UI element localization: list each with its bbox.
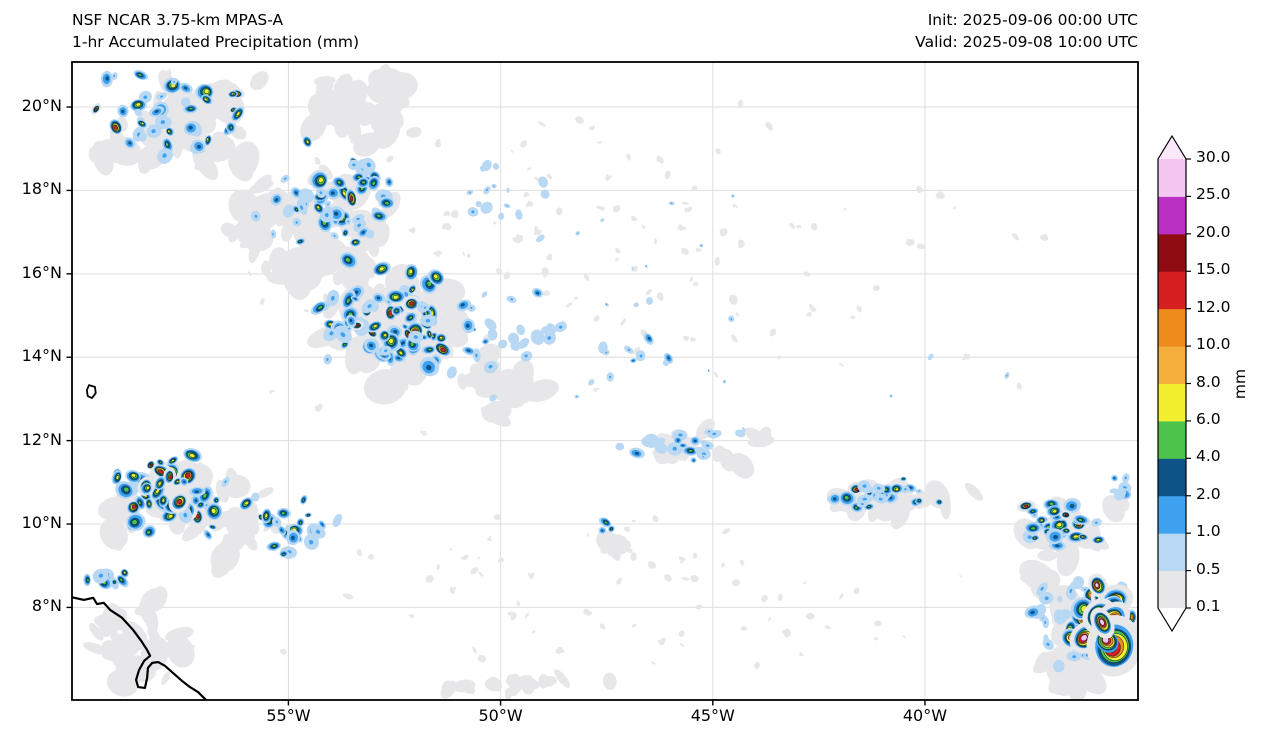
- colorbar-tick-label-8.0: 8.0: [1196, 372, 1221, 391]
- lat-tick-label-14n: 14°N: [21, 346, 62, 366]
- colorbar-tick-label-4.0: 4.0: [1196, 447, 1221, 466]
- colorbar-tick-label-1.0: 1.0: [1196, 522, 1221, 541]
- lat-tick-label-8n: 8°N: [31, 596, 62, 616]
- figure-title-line2: 1-hr Accumulated Precipitation (mm): [72, 33, 359, 51]
- colorbar-tick-label-20.0: 20.0: [1196, 222, 1231, 241]
- colorbar-unit-label: mm: [1231, 368, 1249, 400]
- colorbar-tick-label-2.0: 2.0: [1196, 484, 1221, 503]
- lat-tick-label-16n: 16°N: [21, 262, 62, 282]
- colorbar-tick-label-15.0: 15.0: [1196, 260, 1231, 279]
- lon-tick-label-40w: 40°W: [902, 706, 948, 725]
- colorbar-tick-label-30.0: 30.0: [1196, 148, 1231, 166]
- colorbar-tick-label-6.0: 6.0: [1196, 409, 1221, 428]
- lat-tick-label-20n: 20°N: [21, 96, 62, 116]
- lon-tick-label-55w: 55°W: [266, 706, 311, 725]
- colorbar-tick-label-10.0: 10.0: [1196, 335, 1231, 354]
- colorbar-tick-label-25.0: 25.0: [1196, 185, 1231, 204]
- figure-title-line1: NSF NCAR 3.75-km MPAS-A: [72, 11, 284, 29]
- colorbar-tick-label-0.5: 0.5: [1196, 559, 1221, 578]
- lon-tick-label-50w: 50°W: [478, 706, 523, 725]
- lat-tick-label-18n: 18°N: [21, 179, 62, 199]
- lon-tick-label-45w: 45°W: [690, 706, 735, 725]
- lat-tick-label-12n: 12°N: [21, 429, 62, 449]
- colorbar-tick-label-0.1: 0.1: [1196, 597, 1221, 615]
- valid-time-label: Valid: 2025-09-08 10:00 UTC: [915, 33, 1138, 51]
- lat-tick-label-10n: 10°N: [21, 513, 62, 533]
- init-time-label: Init: 2025-09-06 00:00 UTC: [927, 11, 1138, 29]
- colorbar-tick-label-12.0: 12.0: [1196, 297, 1231, 316]
